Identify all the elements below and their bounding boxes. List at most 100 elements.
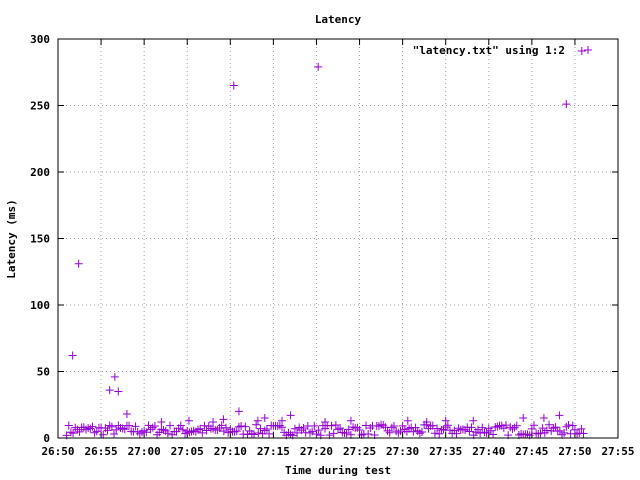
data-point bbox=[290, 424, 299, 433]
data-point bbox=[146, 425, 155, 434]
data-point bbox=[191, 427, 200, 436]
data-point bbox=[275, 421, 284, 430]
data-point bbox=[125, 421, 134, 430]
data-point bbox=[234, 407, 243, 416]
data-point bbox=[69, 429, 78, 438]
data-point bbox=[103, 426, 112, 435]
data-point bbox=[385, 428, 394, 437]
data-point bbox=[90, 428, 99, 437]
data-point bbox=[105, 386, 114, 395]
data-point bbox=[383, 426, 392, 435]
data-point bbox=[196, 424, 205, 433]
data-point bbox=[346, 430, 355, 439]
data-point bbox=[262, 425, 271, 434]
x-axis-label: Time during test bbox=[285, 464, 391, 477]
data-point bbox=[534, 429, 543, 438]
data-point bbox=[189, 426, 198, 435]
data-point bbox=[166, 421, 174, 430]
plot-frame bbox=[57, 38, 619, 439]
legend-marker bbox=[584, 46, 592, 54]
data-point bbox=[265, 429, 274, 438]
data-point bbox=[379, 421, 388, 430]
data-point bbox=[577, 46, 586, 55]
data-point bbox=[314, 426, 323, 435]
data-point bbox=[551, 423, 560, 432]
data-point bbox=[107, 422, 116, 431]
data-point bbox=[75, 427, 84, 436]
grid-lines bbox=[58, 39, 618, 438]
data-point bbox=[329, 429, 338, 438]
data-point bbox=[247, 429, 256, 438]
data-point bbox=[564, 420, 573, 429]
data-point bbox=[327, 421, 336, 430]
x-tick-label: 27:45 bbox=[515, 445, 548, 458]
x-tick-label: 27:25 bbox=[343, 445, 376, 458]
x-tick-label: 27:20 bbox=[300, 445, 333, 458]
data-point bbox=[465, 427, 474, 436]
data-point bbox=[253, 416, 262, 425]
data-point bbox=[510, 423, 519, 432]
data-point bbox=[486, 426, 495, 435]
data-point bbox=[284, 428, 293, 437]
data-point bbox=[178, 425, 187, 434]
data-point bbox=[493, 422, 502, 431]
data-point bbox=[260, 414, 269, 423]
data-point bbox=[142, 428, 151, 437]
y-tick-label: 100 bbox=[30, 299, 50, 312]
data-point bbox=[122, 410, 131, 419]
data-point bbox=[198, 428, 207, 437]
data-point bbox=[82, 425, 90, 434]
data-point bbox=[415, 429, 424, 438]
data-point bbox=[443, 421, 452, 430]
data-point bbox=[150, 422, 159, 430]
data-point bbox=[558, 430, 566, 439]
y-tick-label: 250 bbox=[30, 100, 50, 113]
data-point bbox=[342, 429, 351, 438]
data-point bbox=[409, 427, 418, 436]
data-point bbox=[297, 426, 306, 435]
data-point bbox=[336, 424, 345, 433]
data-point bbox=[331, 421, 340, 430]
data-point bbox=[411, 423, 420, 432]
tick-labels: 0 50 100 150 200 250 300 26:50 26:55 27:00 27:05 27… bbox=[30, 33, 634, 458]
data-point bbox=[573, 430, 582, 439]
data-point bbox=[112, 425, 121, 434]
data-point bbox=[110, 372, 119, 381]
data-point bbox=[224, 428, 233, 437]
data-point bbox=[230, 427, 239, 436]
x-tick-label: 26:55 bbox=[85, 445, 118, 458]
data-point bbox=[64, 421, 73, 430]
data-point bbox=[110, 430, 118, 439]
data-point bbox=[68, 351, 77, 360]
data-point bbox=[114, 387, 123, 396]
data-point bbox=[168, 430, 177, 439]
data-point bbox=[387, 423, 396, 432]
data-point bbox=[452, 429, 461, 438]
data-point bbox=[474, 425, 482, 434]
data-point bbox=[428, 421, 437, 430]
data-point bbox=[184, 416, 193, 425]
data-point bbox=[135, 429, 144, 438]
data-point bbox=[430, 429, 439, 438]
data-point bbox=[260, 426, 269, 435]
data-point bbox=[523, 430, 532, 439]
data-point bbox=[539, 414, 548, 423]
data-point bbox=[185, 428, 194, 437]
data-point bbox=[394, 428, 403, 437]
data-point bbox=[241, 422, 250, 431]
data-point bbox=[118, 424, 127, 433]
data-point bbox=[545, 420, 554, 429]
data-point bbox=[194, 425, 202, 434]
data-point bbox=[555, 426, 564, 435]
data-point bbox=[441, 416, 450, 425]
y-tick-label: 50 bbox=[37, 366, 50, 379]
data-point bbox=[278, 416, 286, 425]
data-point bbox=[314, 62, 323, 71]
data-point bbox=[527, 424, 536, 433]
x-tick-label: 27:40 bbox=[472, 445, 505, 458]
data-point bbox=[219, 427, 228, 436]
data-point bbox=[346, 416, 355, 425]
x-tick-label: 27:55 bbox=[601, 445, 634, 458]
data-point bbox=[418, 428, 426, 437]
